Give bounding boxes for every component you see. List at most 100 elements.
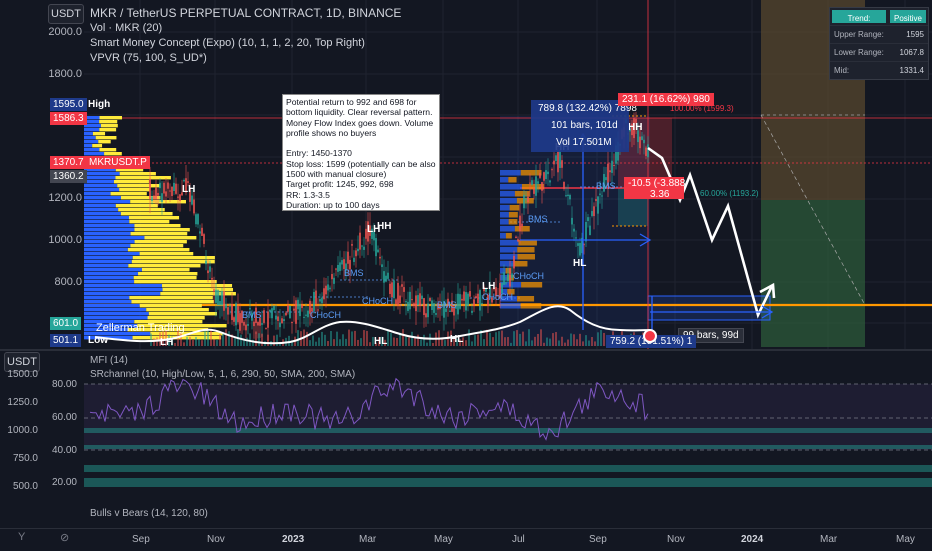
candle-body bbox=[363, 246, 365, 250]
candle-body bbox=[401, 284, 403, 287]
volume-bar bbox=[402, 329, 404, 346]
high-price-label: 1595.0 bbox=[50, 98, 87, 111]
volume-bar bbox=[420, 339, 422, 346]
candle-body bbox=[413, 303, 415, 306]
candle-body bbox=[389, 283, 391, 294]
volume-bar bbox=[423, 334, 425, 346]
lower-currency-button[interactable]: USDT bbox=[4, 352, 40, 372]
volume-bar bbox=[291, 340, 293, 346]
volume-bar bbox=[567, 339, 569, 346]
vp-bar-down bbox=[129, 296, 213, 300]
sr-channel-band bbox=[84, 428, 932, 433]
candle-body bbox=[333, 277, 335, 284]
candle-body bbox=[453, 306, 455, 316]
currency-button[interactable]: USDT bbox=[48, 4, 84, 24]
candle-body bbox=[299, 303, 301, 317]
candle-body bbox=[229, 305, 231, 307]
structure-label: LH bbox=[367, 224, 381, 235]
candle-body bbox=[379, 256, 381, 259]
candle-body bbox=[503, 272, 505, 285]
volume-bar bbox=[228, 331, 230, 346]
volume-indicator-label[interactable]: Vol · MKR (20) bbox=[90, 22, 163, 34]
vp-bar-down bbox=[115, 204, 158, 208]
vp-local-down bbox=[517, 254, 535, 260]
candle-body bbox=[285, 312, 287, 316]
volume-bar bbox=[552, 333, 554, 346]
candle-body bbox=[585, 222, 587, 242]
vp-bar-down bbox=[118, 208, 165, 212]
candle-body bbox=[265, 328, 267, 330]
volume-bar bbox=[288, 335, 290, 346]
candle-body bbox=[647, 144, 649, 158]
vp-bar-up bbox=[84, 136, 96, 140]
settings-icon[interactable]: ⊘ bbox=[60, 532, 70, 544]
volume-bar bbox=[549, 338, 551, 346]
sr-channel-label[interactable]: SRchannel (10, High/Low, 5, 1, 6, 290, 5… bbox=[90, 369, 356, 380]
candle-body bbox=[543, 172, 545, 181]
volume-bar bbox=[516, 330, 518, 346]
vp-bar-down bbox=[95, 136, 117, 140]
flag-icon[interactable] bbox=[643, 329, 657, 343]
symbol-title[interactable]: MKR / TetherUS PERPETUAL CONTRACT, 1D, B… bbox=[90, 6, 402, 20]
vp-bar-down bbox=[119, 172, 156, 176]
candle-body bbox=[581, 237, 583, 254]
volume-bar bbox=[174, 342, 176, 346]
candle-body bbox=[597, 196, 599, 214]
candle-body bbox=[643, 139, 645, 144]
candle-body bbox=[275, 315, 277, 320]
mfi-tick: 40.00 bbox=[51, 445, 77, 456]
chart-type-icon[interactable]: Y bbox=[18, 531, 26, 543]
vp-bar-up bbox=[84, 124, 101, 128]
time-tick: May bbox=[434, 534, 453, 545]
candle-body bbox=[553, 160, 555, 165]
time-tick: 2023 bbox=[282, 534, 305, 545]
table-row-value: 1067.8 bbox=[899, 48, 924, 57]
structure-label: LH bbox=[182, 184, 196, 195]
candle-body bbox=[331, 274, 333, 280]
smc-label: BMS bbox=[344, 268, 364, 278]
volume-bar bbox=[588, 340, 590, 346]
candle-body bbox=[509, 268, 511, 287]
candle-body bbox=[405, 301, 407, 303]
vp-bar-down bbox=[132, 256, 215, 260]
vp-local-down bbox=[518, 240, 537, 246]
candle-body bbox=[599, 193, 601, 195]
vp-bar-up bbox=[84, 296, 130, 300]
vp-bar-down bbox=[128, 216, 180, 220]
volume-bar bbox=[405, 336, 407, 346]
smc-label: CHoCH bbox=[362, 296, 394, 306]
candle-body bbox=[289, 306, 291, 319]
candle-body bbox=[283, 319, 285, 322]
candle-body bbox=[419, 293, 421, 307]
volume-bar bbox=[372, 336, 374, 346]
candle-body bbox=[521, 223, 523, 227]
volume-bar bbox=[315, 341, 317, 346]
candle-body bbox=[457, 293, 459, 315]
vp-bar-up bbox=[84, 220, 130, 224]
time-axis-bar[interactable] bbox=[0, 528, 932, 551]
volume-bar bbox=[378, 337, 380, 346]
low-label: Low bbox=[88, 335, 108, 346]
candle-body bbox=[273, 305, 275, 311]
vpvr-indicator-label[interactable]: VPVR (75, 100, S_UD*) bbox=[90, 52, 207, 64]
price-tick: 1000.0 bbox=[48, 234, 82, 246]
candle-body bbox=[449, 310, 451, 312]
candle-body bbox=[615, 145, 617, 164]
volume-bar bbox=[252, 339, 254, 346]
mfi-line bbox=[89, 377, 649, 441]
candle-body bbox=[325, 285, 327, 295]
candle-body bbox=[409, 291, 411, 310]
bulls-bears-label[interactable]: Bulls v Bears (14, 120, 80) bbox=[90, 508, 208, 519]
candle-body bbox=[407, 301, 409, 311]
volume-bar bbox=[150, 333, 152, 346]
candle-body bbox=[231, 303, 233, 320]
mfi-label[interactable]: MFI (14) bbox=[90, 355, 128, 366]
low-price-label: 501.1 bbox=[50, 334, 82, 347]
vp-bar-down bbox=[138, 272, 198, 276]
candle-body bbox=[437, 303, 439, 310]
smc-indicator-label[interactable]: Smart Money Concept (Expo) (10, 1, 1, 2,… bbox=[90, 37, 365, 49]
analysis-note[interactable]: Potential return to 992 and 698 for bott… bbox=[282, 94, 440, 211]
structure-label: HL bbox=[374, 336, 388, 347]
vp-bar-down bbox=[110, 192, 147, 196]
